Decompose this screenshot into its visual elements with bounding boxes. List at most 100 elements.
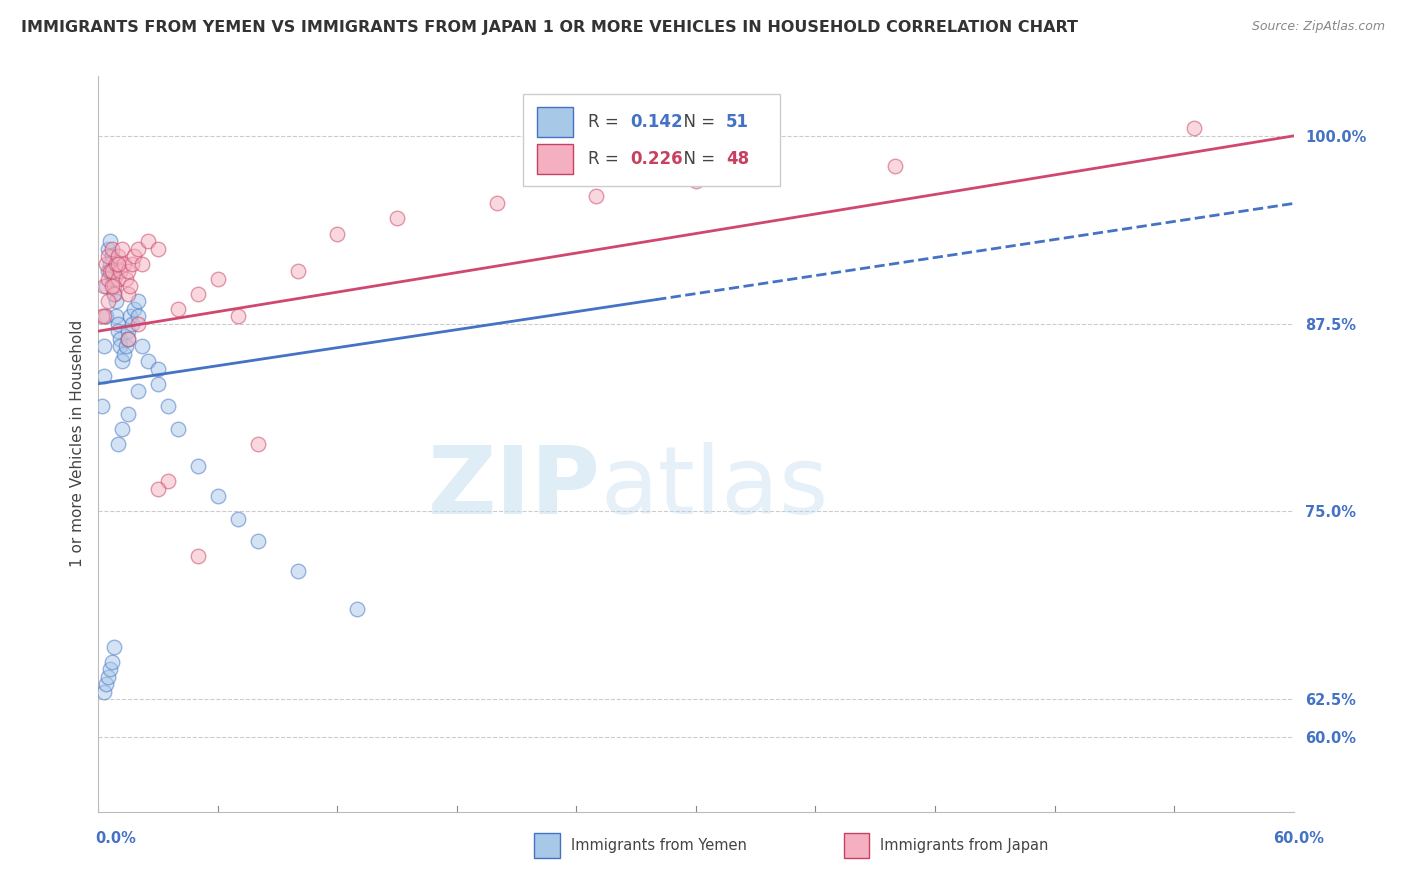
Point: [111, 422, 134, 436]
Point: [127, 309, 149, 323]
Point: [105, 256, 128, 270]
Point: [117, 407, 139, 421]
Point: [101, 264, 124, 278]
Point: [117, 332, 139, 346]
Point: [103, 279, 125, 293]
Text: Immigrants from Yemen: Immigrants from Yemen: [571, 838, 747, 853]
Text: 0.0%: 0.0%: [96, 831, 136, 847]
Point: [117, 286, 139, 301]
Point: [148, 242, 170, 256]
Point: [105, 294, 128, 309]
Point: [98, 662, 122, 676]
Point: [326, 227, 349, 241]
Point: [121, 256, 143, 270]
Point: [148, 482, 170, 496]
Point: [97, 669, 120, 683]
Text: R =: R =: [589, 150, 624, 168]
Point: [124, 249, 146, 263]
Point: [246, 534, 269, 549]
Point: [103, 286, 125, 301]
Text: R =: R =: [589, 113, 624, 131]
Point: [93, 339, 115, 353]
Point: [96, 309, 118, 323]
Point: [97, 294, 120, 309]
Point: [127, 317, 149, 331]
Text: atlas: atlas: [600, 442, 828, 534]
Point: [103, 640, 125, 654]
Point: [117, 332, 139, 346]
Point: [98, 264, 122, 278]
Point: [385, 211, 409, 226]
Text: Source: ZipAtlas.com: Source: ZipAtlas.com: [1251, 20, 1385, 33]
Text: IMMIGRANTS FROM YEMEN VS IMMIGRANTS FROM JAPAN 1 OR MORE VEHICLES IN HOUSEHOLD C: IMMIGRANTS FROM YEMEN VS IMMIGRANTS FROM…: [21, 20, 1078, 35]
Y-axis label: 1 or more Vehicles in Household: 1 or more Vehicles in Household: [69, 320, 84, 567]
Bar: [537, 145, 572, 174]
Point: [93, 684, 115, 698]
Point: [127, 242, 149, 256]
Point: [148, 361, 170, 376]
Point: [93, 369, 115, 384]
Point: [101, 279, 124, 293]
Point: [96, 256, 118, 270]
Point: [101, 242, 124, 256]
Point: [97, 242, 120, 256]
Point: [112, 256, 135, 270]
Point: [107, 437, 129, 451]
Point: [115, 339, 138, 353]
Point: [97, 271, 120, 285]
Point: [485, 196, 508, 211]
Point: [120, 279, 142, 293]
Text: 48: 48: [725, 150, 749, 168]
Point: [226, 309, 249, 323]
Point: [148, 376, 170, 391]
Text: Immigrants from Japan: Immigrants from Japan: [880, 838, 1049, 853]
Point: [98, 256, 122, 270]
Point: [124, 301, 146, 316]
Point: [136, 234, 159, 248]
Point: [107, 324, 129, 338]
Point: [884, 159, 907, 173]
Point: [157, 475, 180, 489]
Point: [103, 286, 125, 301]
Point: [120, 309, 142, 323]
Text: 51: 51: [725, 113, 749, 131]
Point: [187, 459, 209, 474]
Point: [127, 294, 149, 309]
Point: [246, 437, 269, 451]
Point: [187, 549, 209, 564]
Point: [91, 399, 114, 413]
Point: [131, 256, 153, 270]
Point: [103, 271, 125, 285]
Point: [93, 309, 115, 323]
Point: [131, 339, 153, 353]
Point: [101, 249, 124, 263]
Point: [115, 271, 138, 285]
Point: [105, 309, 128, 323]
Point: [97, 264, 120, 278]
Point: [167, 422, 190, 436]
Point: [346, 602, 368, 616]
Point: [207, 489, 229, 503]
Point: [117, 324, 139, 338]
Point: [110, 264, 132, 278]
Point: [287, 264, 309, 278]
Point: [136, 354, 159, 368]
Point: [112, 346, 135, 360]
Point: [585, 189, 607, 203]
Text: 0.226: 0.226: [630, 150, 683, 168]
Point: [685, 174, 707, 188]
Point: [226, 512, 249, 526]
Point: [110, 339, 132, 353]
Point: [121, 317, 143, 331]
Point: [107, 271, 129, 285]
Point: [207, 271, 229, 285]
Point: [111, 242, 134, 256]
Point: [107, 256, 129, 270]
Point: [107, 317, 129, 331]
Point: [97, 249, 120, 263]
Text: N =: N =: [673, 150, 721, 168]
Text: ZIP: ZIP: [427, 442, 600, 534]
Point: [110, 332, 132, 346]
Point: [98, 234, 122, 248]
Point: [101, 655, 124, 669]
